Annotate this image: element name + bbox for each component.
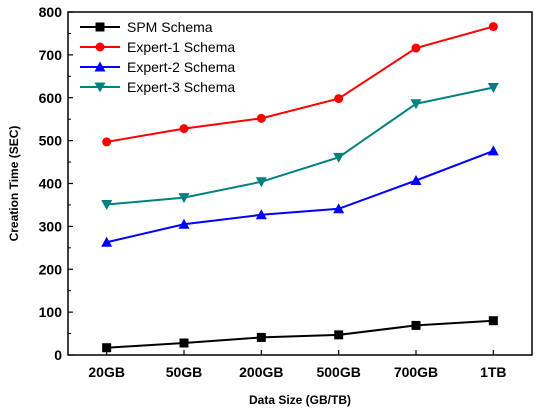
data-point bbox=[256, 113, 266, 123]
data-point bbox=[487, 145, 499, 156]
y-tick-label: 500 bbox=[39, 133, 63, 149]
series-line bbox=[106, 149, 494, 244]
data-point bbox=[333, 203, 345, 214]
data-point bbox=[102, 137, 112, 147]
x-tick-label: 20GB bbox=[88, 364, 125, 380]
data-point bbox=[411, 320, 421, 330]
x-tick-label: 50GB bbox=[166, 364, 203, 380]
data-point bbox=[411, 43, 421, 53]
data-point bbox=[488, 316, 498, 326]
y-tick-label: 400 bbox=[39, 176, 63, 192]
series-line bbox=[106, 86, 494, 206]
data-point bbox=[487, 82, 499, 93]
legend-label: Expert-3 Schema bbox=[127, 79, 235, 95]
y-tick-label: 200 bbox=[39, 261, 63, 277]
data-point bbox=[334, 330, 344, 340]
x-tick-label: 700GB bbox=[394, 364, 438, 380]
data-point bbox=[255, 209, 267, 220]
series-1 bbox=[102, 22, 498, 147]
data-point bbox=[488, 22, 498, 32]
data-point bbox=[410, 174, 422, 185]
x-axis: 20GB 50GB 200GB 500GB 700GB 1TB bbox=[88, 350, 507, 380]
legend-marker bbox=[94, 61, 106, 72]
data-point bbox=[102, 343, 112, 353]
legend-marker bbox=[95, 42, 105, 52]
legend-marker bbox=[94, 82, 106, 93]
series-0 bbox=[102, 316, 498, 353]
y-tick-label: 100 bbox=[39, 304, 63, 320]
data-point bbox=[178, 193, 190, 204]
legend-item: SPM Schema bbox=[80, 19, 213, 35]
x-tick-label: 200GB bbox=[239, 364, 283, 380]
y-tick-label: 300 bbox=[39, 218, 63, 234]
data-point bbox=[256, 332, 266, 342]
plot-layer bbox=[101, 22, 499, 353]
data-point bbox=[333, 152, 345, 163]
y-axis-title: Creation Time (SEC) bbox=[7, 126, 21, 242]
data-point bbox=[179, 124, 189, 134]
series-2 bbox=[101, 145, 499, 247]
legend-item: Expert-1 Schema bbox=[80, 39, 235, 55]
series-line bbox=[106, 25, 494, 143]
series-line bbox=[106, 319, 494, 349]
x-axis-title: Data Size (GB/TB) bbox=[249, 393, 351, 407]
data-point bbox=[101, 200, 113, 211]
data-point bbox=[255, 177, 267, 188]
legend-label: SPM Schema bbox=[127, 19, 213, 35]
x-tick-label: 500GB bbox=[316, 364, 360, 380]
data-point bbox=[334, 94, 344, 104]
y-axis: 0 100 200 300 400 500 600 700 800 bbox=[39, 4, 73, 363]
data-point bbox=[179, 338, 189, 348]
legend-marker bbox=[95, 22, 105, 32]
y-tick-label: 800 bbox=[39, 4, 63, 20]
legend-item: Expert-3 Schema bbox=[80, 79, 235, 95]
legend-item: Expert-2 Schema bbox=[80, 59, 235, 75]
legend-label: Expert-2 Schema bbox=[127, 59, 235, 75]
legend-label: Expert-1 Schema bbox=[127, 39, 235, 55]
y-tick-label: 600 bbox=[39, 90, 63, 106]
data-point bbox=[410, 99, 422, 110]
series-3 bbox=[101, 82, 499, 211]
y-tick-label: 700 bbox=[39, 47, 63, 63]
y-tick-label: 0 bbox=[54, 347, 62, 363]
legend: SPM Schema Expert-1 Schema Expert-2 Schema… bbox=[80, 19, 235, 95]
data-point bbox=[101, 236, 113, 247]
x-tick-label: 1TB bbox=[480, 364, 506, 380]
data-point bbox=[178, 218, 190, 229]
